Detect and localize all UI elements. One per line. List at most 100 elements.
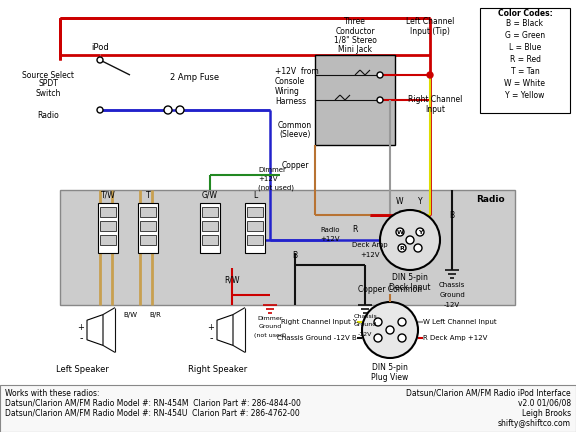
Text: Plug View: Plug View: [372, 374, 408, 382]
Text: R: R: [400, 245, 404, 251]
Bar: [0, 385, 576, 432]
Circle shape: [377, 72, 383, 78]
Circle shape: [97, 107, 103, 113]
Text: L: L: [253, 191, 257, 200]
Text: B: B: [449, 210, 454, 219]
Circle shape: [406, 236, 414, 244]
Text: T: T: [146, 191, 150, 200]
Text: Right Channel: Right Channel: [408, 95, 462, 105]
Text: W = White: W = White: [505, 79, 545, 89]
Text: Left Channel: Left Channel: [406, 18, 454, 26]
Bar: [245, 203, 265, 253]
Text: Copper Common: Copper Common: [358, 286, 422, 295]
Bar: [140, 235, 156, 245]
Circle shape: [386, 326, 394, 334]
Circle shape: [164, 106, 172, 114]
Circle shape: [416, 228, 424, 236]
Circle shape: [97, 57, 103, 63]
Text: Leigh Brooks: Leigh Brooks: [522, 409, 571, 417]
Text: Y = Yellow: Y = Yellow: [505, 92, 545, 101]
Polygon shape: [217, 314, 233, 346]
Bar: [202, 235, 218, 245]
Text: B/R: B/R: [149, 312, 161, 318]
Text: Chassis: Chassis: [353, 314, 377, 318]
Text: Right Speaker: Right Speaker: [188, 365, 248, 375]
Text: -: -: [79, 333, 83, 343]
Text: Right Channel Input Y: Right Channel Input Y: [281, 319, 357, 325]
Text: +12V: +12V: [360, 252, 380, 258]
Text: +12V  from: +12V from: [275, 67, 319, 76]
Text: Left Speaker: Left Speaker: [55, 365, 108, 375]
Bar: [60, 190, 515, 305]
Bar: [247, 235, 263, 245]
Text: +12V: +12V: [258, 176, 278, 182]
Circle shape: [374, 318, 382, 326]
Text: Dimmer: Dimmer: [258, 167, 286, 173]
Bar: [100, 221, 116, 231]
Bar: [480, 8, 570, 113]
Text: Ground: Ground: [353, 323, 377, 327]
Text: Chassis: Chassis: [439, 282, 465, 288]
Text: DIN 5-pin: DIN 5-pin: [372, 363, 408, 372]
Bar: [200, 203, 220, 253]
Bar: [247, 221, 263, 231]
Text: Source Select: Source Select: [22, 70, 74, 79]
Bar: [247, 207, 263, 217]
Text: Deck Amp: Deck Amp: [352, 242, 388, 248]
Text: Dimmer: Dimmer: [257, 315, 283, 321]
Bar: [100, 207, 116, 217]
Circle shape: [396, 228, 404, 236]
Text: L = Blue: L = Blue: [509, 44, 541, 53]
Text: v2.0 01/06/08: v2.0 01/06/08: [518, 398, 571, 407]
Text: Ground: Ground: [259, 324, 282, 330]
Text: Console: Console: [275, 77, 305, 86]
Bar: [315, 55, 395, 145]
Circle shape: [398, 334, 406, 342]
Text: Copper: Copper: [281, 161, 309, 169]
Text: Radio: Radio: [320, 227, 339, 233]
Text: Input (Tip): Input (Tip): [410, 26, 450, 35]
Text: Radio: Radio: [476, 196, 505, 204]
Circle shape: [176, 106, 184, 114]
Text: Three: Three: [344, 18, 366, 26]
Text: Works with these radios:: Works with these radios:: [5, 388, 100, 397]
Text: Datsun/Clarion AM/FM Radio Model #: RN-454U  Clarion Part #: 286-4762-00: Datsun/Clarion AM/FM Radio Model #: RN-4…: [5, 409, 300, 417]
Text: Mini Jack: Mini Jack: [338, 44, 372, 54]
Text: Datsun/Clarion AM/FM Radio iPod Interface: Datsun/Clarion AM/FM Radio iPod Interfac…: [407, 388, 571, 397]
Text: (Sleeve): (Sleeve): [279, 130, 310, 139]
Text: SPDT: SPDT: [38, 79, 58, 89]
Text: Conductor: Conductor: [335, 26, 375, 35]
Text: R/W: R/W: [224, 276, 240, 285]
Text: Deck Input: Deck Input: [389, 283, 431, 292]
Circle shape: [427, 72, 433, 78]
Text: Y: Y: [418, 197, 422, 206]
Text: R: R: [353, 226, 358, 235]
Text: Switch: Switch: [35, 89, 60, 98]
Text: 2 Amp Fuse: 2 Amp Fuse: [170, 73, 219, 83]
Circle shape: [377, 97, 383, 103]
Text: W Left Channel Input: W Left Channel Input: [423, 319, 497, 325]
Text: 1/8" Stereo: 1/8" Stereo: [334, 35, 377, 44]
Polygon shape: [87, 314, 103, 346]
Text: Harness: Harness: [275, 98, 306, 107]
Text: -12V: -12V: [444, 302, 460, 308]
Text: B/W: B/W: [123, 312, 137, 318]
Text: (not used): (not used): [258, 185, 294, 191]
Text: Common: Common: [278, 121, 312, 130]
Text: -: -: [209, 333, 213, 343]
Text: T/W: T/W: [101, 191, 115, 200]
Bar: [140, 221, 156, 231]
Text: B: B: [293, 251, 298, 260]
Bar: [202, 221, 218, 231]
Text: +: +: [207, 323, 214, 331]
Text: W: W: [396, 197, 404, 206]
Bar: [98, 203, 118, 253]
Text: Datsun/Clarion AM/FM Radio Model #: RN-454M  Clarion Part #: 286-4844-00: Datsun/Clarion AM/FM Radio Model #: RN-4…: [5, 398, 301, 407]
Circle shape: [414, 244, 422, 252]
Text: -12V: -12V: [358, 331, 372, 337]
Text: Chassis Ground -12V B: Chassis Ground -12V B: [277, 335, 357, 341]
Circle shape: [398, 318, 406, 326]
Text: G = Green: G = Green: [505, 32, 545, 41]
Text: shifty@shiftco.com: shifty@shiftco.com: [498, 419, 571, 428]
Text: R Deck Amp +12V: R Deck Amp +12V: [423, 335, 487, 341]
